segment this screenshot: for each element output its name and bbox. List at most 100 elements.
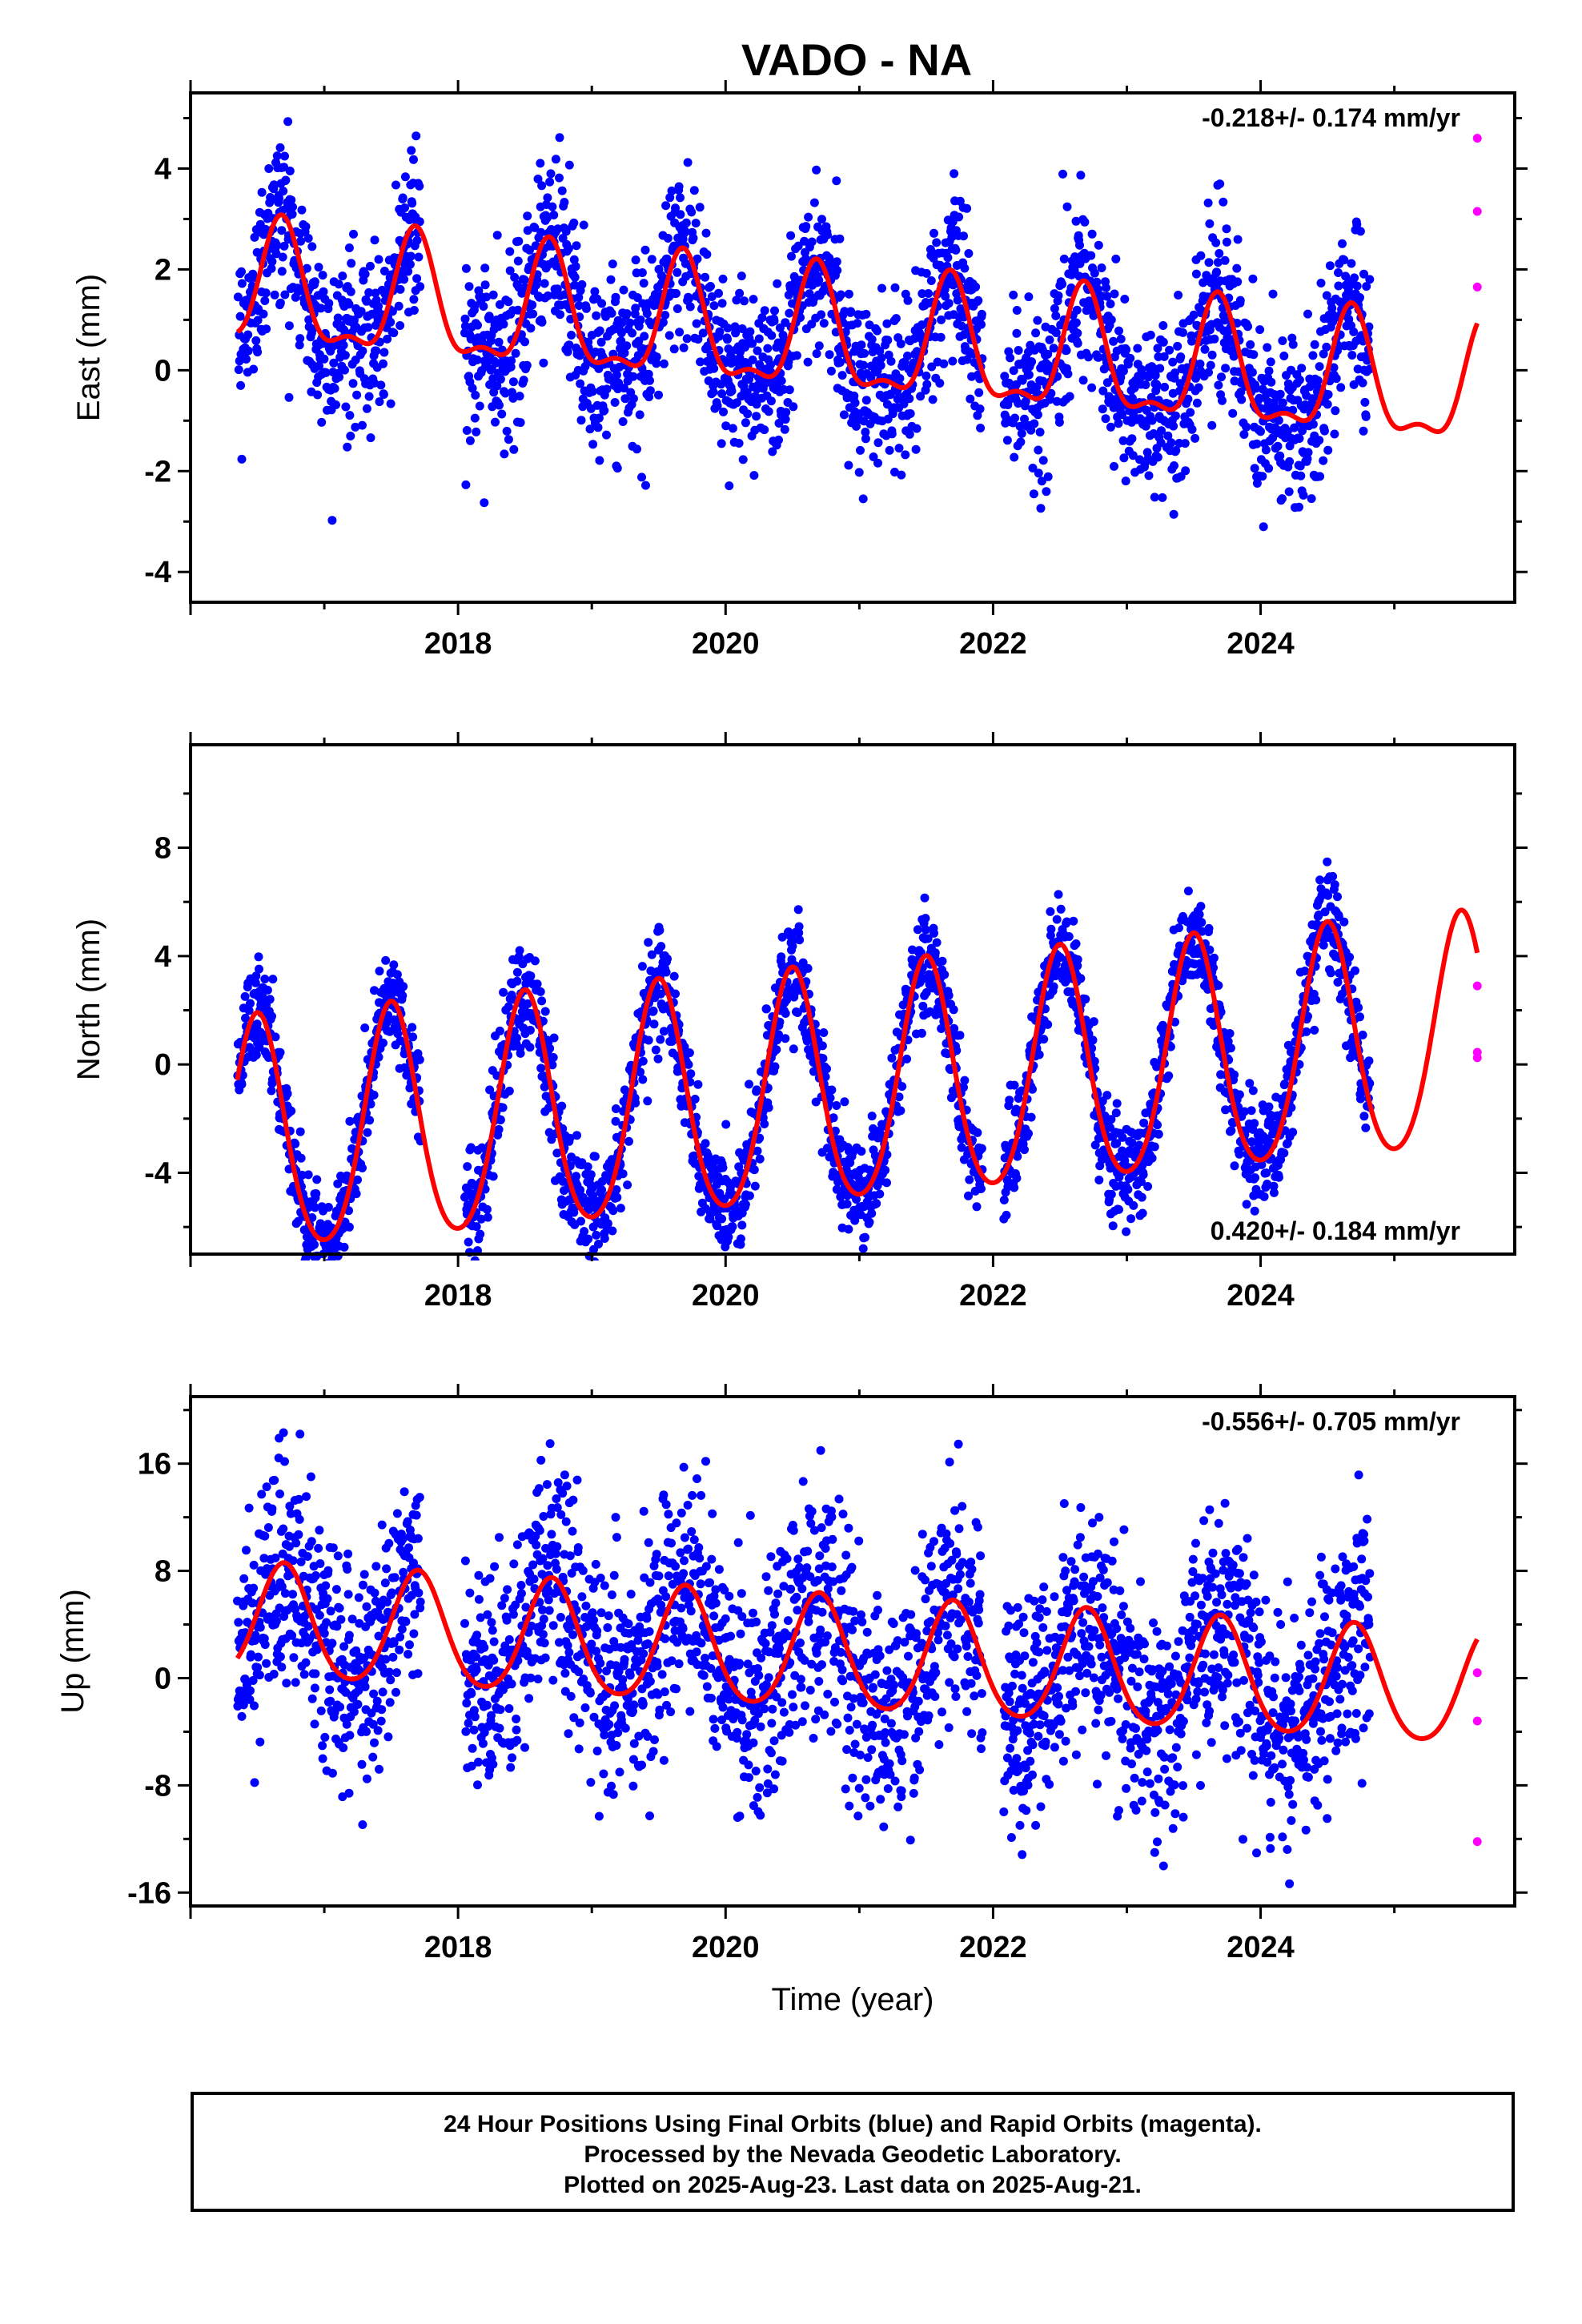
data-point	[1093, 284, 1102, 294]
data-point	[924, 289, 934, 298]
data-point	[327, 516, 337, 525]
data-point	[243, 346, 253, 356]
data-point	[344, 300, 354, 309]
data-point	[1263, 343, 1272, 352]
data-point	[911, 444, 921, 454]
data-point	[325, 1265, 334, 1274]
data-point	[1323, 390, 1333, 400]
data-point	[1250, 464, 1259, 473]
data-point	[307, 242, 317, 251]
data-point	[1128, 451, 1138, 460]
data-point	[351, 422, 360, 432]
data-point	[523, 999, 532, 1008]
data-point	[371, 288, 380, 298]
data-point	[1052, 915, 1062, 924]
data-point	[1295, 434, 1304, 443]
data-point	[920, 893, 930, 903]
data-point	[1247, 1106, 1256, 1116]
data-point	[1308, 420, 1318, 429]
data-point	[680, 226, 689, 235]
data-point	[317, 417, 327, 427]
data-point	[1050, 304, 1059, 313]
data-point	[1213, 258, 1223, 267]
data-point	[1094, 1176, 1104, 1184]
data-point	[1092, 277, 1102, 287]
data-point	[497, 409, 507, 419]
data-point	[1012, 1173, 1022, 1183]
data-point	[464, 282, 474, 292]
data-point	[927, 362, 937, 372]
data-point	[1154, 1129, 1163, 1139]
data-point	[516, 1048, 525, 1058]
data-point	[905, 394, 914, 404]
data-point	[611, 1116, 620, 1126]
data-point	[275, 194, 284, 203]
data-point	[619, 285, 628, 295]
data-point	[352, 390, 362, 400]
data-point	[1233, 235, 1243, 244]
data-point	[409, 295, 419, 304]
data-point	[875, 347, 885, 356]
data-point	[964, 1191, 973, 1200]
data-point	[755, 1133, 765, 1143]
data-point	[369, 1090, 379, 1100]
data-point	[644, 369, 653, 379]
data-point	[513, 305, 523, 315]
data-point	[719, 407, 728, 416]
data-point	[652, 359, 661, 368]
data-point	[557, 186, 567, 195]
data-point	[955, 1031, 965, 1040]
data-point	[1262, 1168, 1271, 1178]
data-point	[1076, 974, 1086, 983]
data-point	[693, 335, 703, 344]
data-point	[1098, 404, 1107, 414]
data-point	[897, 1082, 907, 1092]
data-point	[822, 230, 832, 239]
data-point	[921, 268, 931, 278]
data-point	[1033, 316, 1042, 325]
data-point	[1274, 416, 1283, 425]
data-point	[616, 1204, 625, 1213]
data-point	[1207, 420, 1217, 430]
data-point	[804, 212, 813, 222]
data-point	[362, 296, 371, 306]
data-point	[1250, 1119, 1259, 1128]
data-point	[1316, 279, 1326, 287]
data-point	[557, 1101, 567, 1111]
data-point	[309, 1262, 318, 1271]
chart-title: VADO - NA	[741, 34, 973, 85]
data-point	[800, 236, 809, 246]
data-point	[861, 434, 870, 444]
data-point	[253, 348, 263, 357]
data-point	[1360, 397, 1370, 407]
data-point	[511, 348, 520, 358]
data-point	[897, 470, 906, 480]
data-point	[1126, 1214, 1136, 1224]
data-point	[242, 355, 251, 364]
data-point	[1347, 351, 1357, 360]
data-point	[794, 922, 804, 931]
data-point	[270, 290, 279, 300]
data-point	[1058, 279, 1067, 289]
data-point	[960, 263, 970, 273]
data-point	[717, 299, 727, 308]
data-point	[689, 1151, 699, 1160]
data-point	[637, 472, 646, 482]
data-point	[278, 252, 287, 262]
data-point	[307, 1265, 315, 1273]
data-point	[582, 1269, 591, 1277]
data-point	[960, 1076, 970, 1085]
data-point	[882, 319, 892, 328]
data-point	[789, 402, 798, 412]
data-point	[464, 1237, 473, 1247]
data-point	[1263, 1180, 1272, 1188]
data-point	[964, 249, 974, 258]
data-point	[277, 226, 287, 235]
data-point	[1303, 454, 1312, 464]
data-point	[1028, 464, 1038, 472]
data-point	[392, 970, 402, 979]
data-point	[1097, 263, 1106, 272]
data-point	[304, 315, 314, 324]
data-point	[686, 1069, 696, 1079]
data-point	[1165, 345, 1174, 355]
